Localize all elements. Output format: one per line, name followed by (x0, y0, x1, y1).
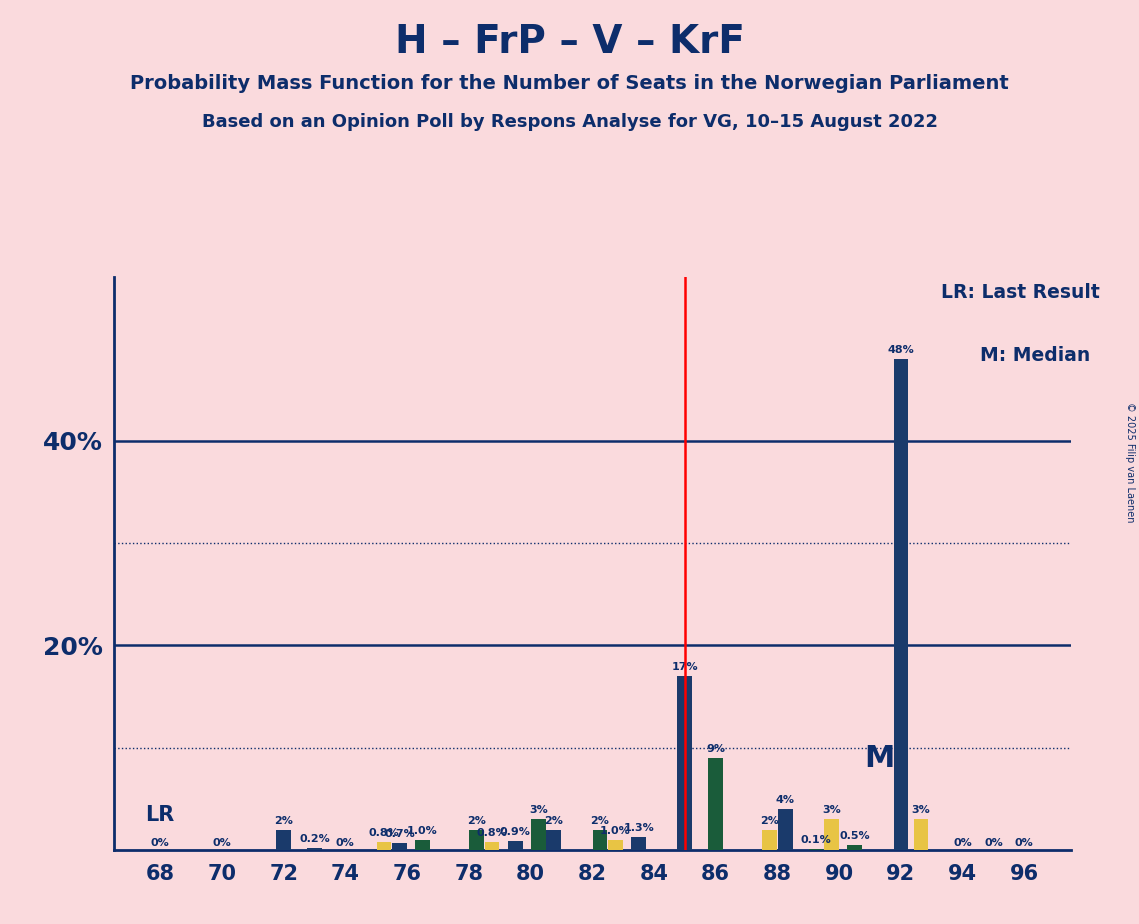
Bar (847, 845, 862, 850)
Text: 0%: 0% (150, 838, 170, 848)
Text: 2%: 2% (467, 816, 486, 825)
Text: 0%: 0% (984, 838, 1002, 848)
Text: M: Median: M: Median (980, 346, 1090, 365)
Bar (678, 676, 693, 850)
Bar (631, 837, 646, 850)
Bar (893, 359, 908, 850)
Bar (809, 849, 823, 850)
Text: 2%: 2% (544, 816, 563, 825)
Bar (377, 842, 392, 850)
Text: LR: LR (146, 805, 174, 824)
Text: 0%: 0% (213, 838, 231, 848)
Text: 0.2%: 0.2% (300, 834, 330, 844)
Text: 1.0%: 1.0% (407, 826, 437, 835)
Bar (508, 841, 523, 850)
Bar (469, 830, 484, 850)
Text: Probability Mass Function for the Number of Seats in the Norwegian Parliament: Probability Mass Function for the Number… (130, 74, 1009, 93)
Text: 0.9%: 0.9% (500, 827, 531, 837)
Bar (392, 843, 407, 850)
Text: H – FrP – V – KrF: H – FrP – V – KrF (394, 23, 745, 61)
Bar (308, 848, 322, 850)
Bar (708, 758, 723, 850)
Bar (762, 830, 777, 850)
Bar (778, 809, 793, 850)
Text: 9%: 9% (706, 744, 726, 754)
Text: 0%: 0% (1015, 838, 1034, 848)
Text: 3%: 3% (822, 806, 841, 815)
Bar (277, 830, 292, 850)
Text: Based on an Opinion Poll by Respons Analyse for VG, 10–15 August 2022: Based on an Opinion Poll by Respons Anal… (202, 113, 937, 130)
Bar (592, 830, 607, 850)
Text: 4%: 4% (776, 795, 795, 805)
Bar (547, 830, 562, 850)
Text: 2%: 2% (761, 816, 779, 825)
Text: 0.8%: 0.8% (476, 828, 507, 838)
Text: 0%: 0% (336, 838, 354, 848)
Bar (913, 820, 928, 850)
Text: 0.5%: 0.5% (839, 831, 870, 841)
Bar (484, 842, 499, 850)
Text: 0.8%: 0.8% (369, 828, 400, 838)
Text: 1.0%: 1.0% (600, 826, 631, 835)
Text: 17%: 17% (672, 663, 698, 672)
Bar (823, 820, 839, 850)
Text: 48%: 48% (887, 345, 915, 355)
Bar (531, 820, 546, 850)
Text: 0.7%: 0.7% (384, 829, 415, 839)
Text: 3%: 3% (528, 806, 548, 815)
Text: M: M (865, 745, 894, 773)
Text: 0%: 0% (953, 838, 972, 848)
Text: LR: Last Result: LR: Last Result (942, 283, 1100, 302)
Text: © 2025 Filip van Laenen: © 2025 Filip van Laenen (1125, 402, 1134, 522)
Text: 1.3%: 1.3% (623, 822, 654, 833)
Text: 2%: 2% (274, 816, 293, 825)
Bar (415, 840, 429, 850)
Bar (608, 840, 623, 850)
Text: 0.1%: 0.1% (801, 835, 831, 845)
Text: 2%: 2% (590, 816, 609, 825)
Text: 3%: 3% (911, 806, 931, 815)
